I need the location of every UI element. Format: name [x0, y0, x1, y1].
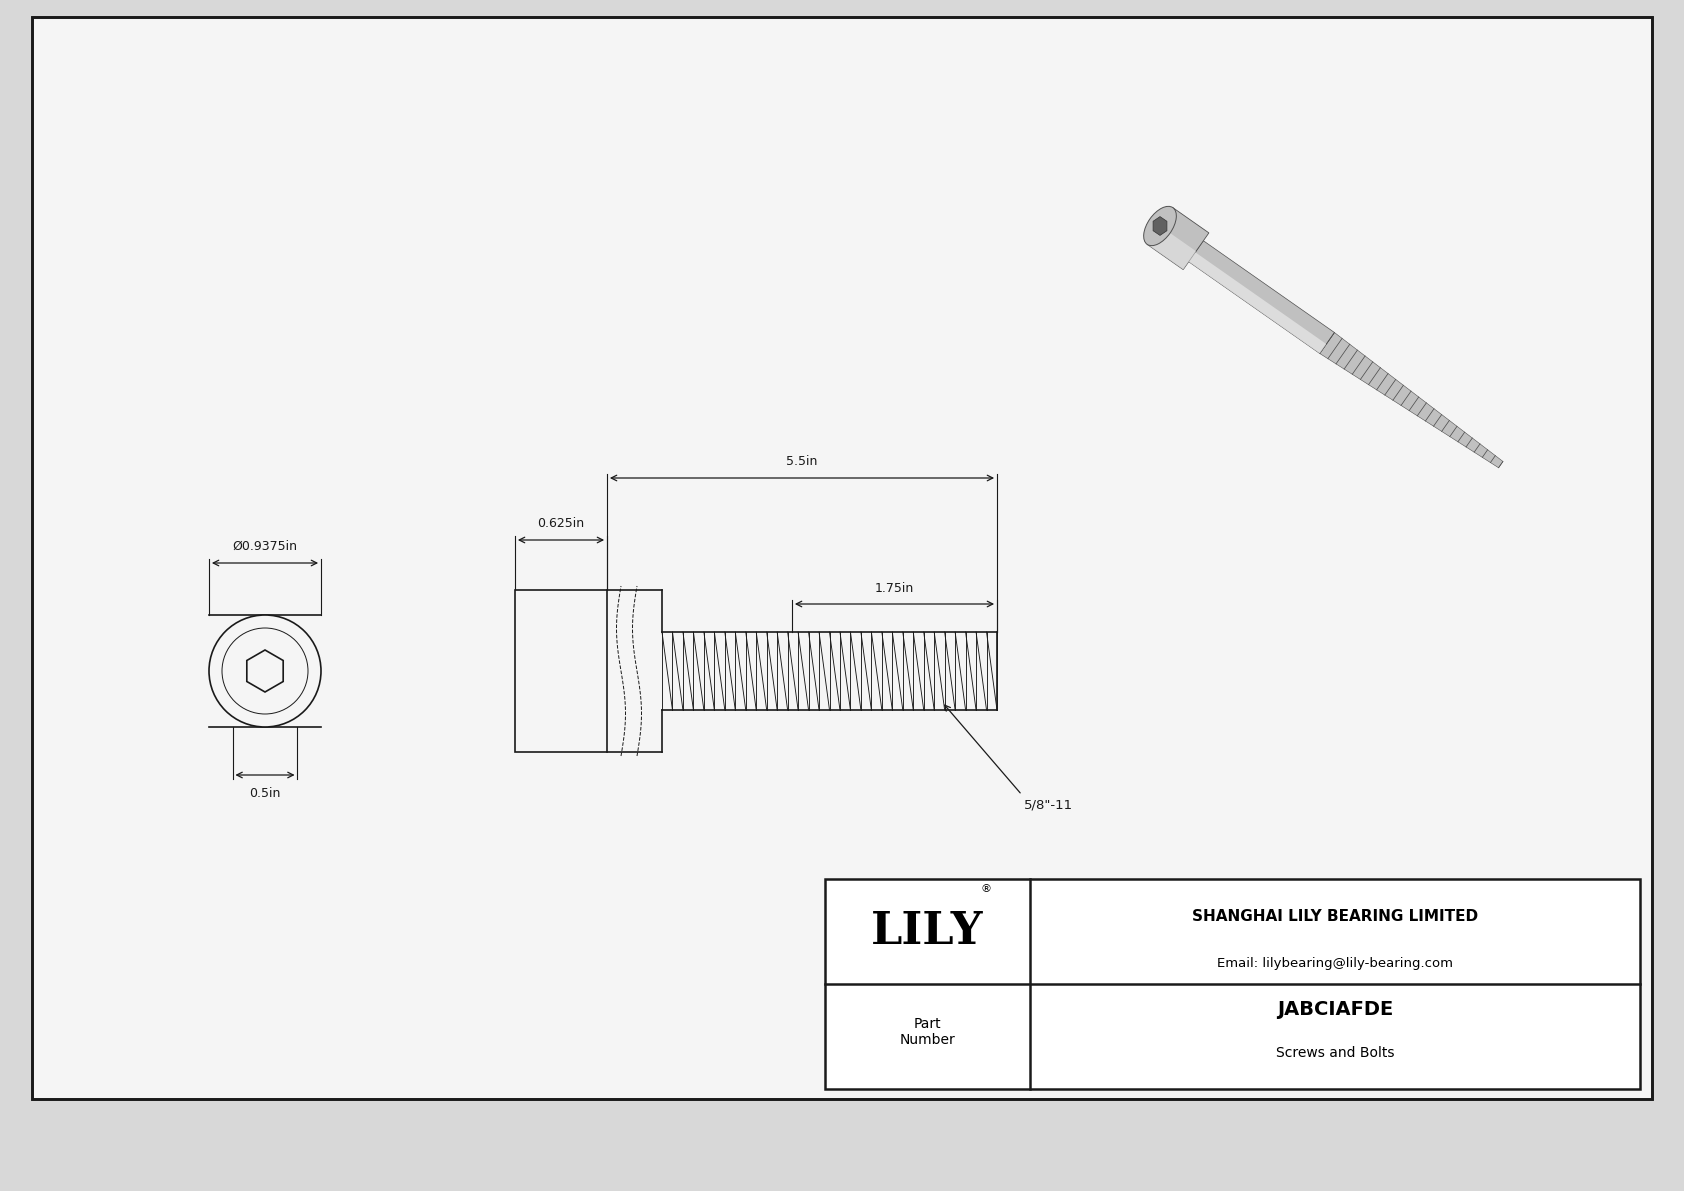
Ellipse shape	[1143, 206, 1177, 245]
Bar	[825, 879, 1640, 1089]
Text: 5/8"-11: 5/8"-11	[1024, 799, 1073, 812]
Text: LILY: LILY	[871, 910, 983, 953]
Polygon shape	[1154, 217, 1167, 236]
Polygon shape	[1147, 207, 1209, 269]
Polygon shape	[1320, 332, 1502, 468]
Text: ®: ®	[980, 885, 990, 894]
Bar	[515, 590, 606, 752]
Polygon shape	[1147, 226, 1196, 269]
Text: 5.5in: 5.5in	[786, 455, 818, 468]
Polygon shape	[248, 650, 283, 692]
Text: Email: lilybearing@lily-bearing.com: Email: lilybearing@lily-bearing.com	[1218, 956, 1453, 969]
Circle shape	[222, 628, 308, 713]
Polygon shape	[1189, 252, 1327, 354]
Circle shape	[209, 615, 322, 727]
Text: JABCIAFDE: JABCIAFDE	[1276, 999, 1393, 1018]
Text: 0.5in: 0.5in	[249, 787, 281, 800]
Polygon shape	[1189, 241, 1334, 354]
Text: 0.625in: 0.625in	[537, 517, 584, 530]
Text: SHANGHAI LILY BEARING LIMITED: SHANGHAI LILY BEARING LIMITED	[1192, 909, 1479, 924]
Text: Screws and Bolts: Screws and Bolts	[1276, 1047, 1394, 1060]
Text: Part
Number: Part Number	[899, 1017, 955, 1047]
Text: Ø0.9375in: Ø0.9375in	[232, 540, 298, 553]
Text: 1.75in: 1.75in	[876, 582, 914, 596]
